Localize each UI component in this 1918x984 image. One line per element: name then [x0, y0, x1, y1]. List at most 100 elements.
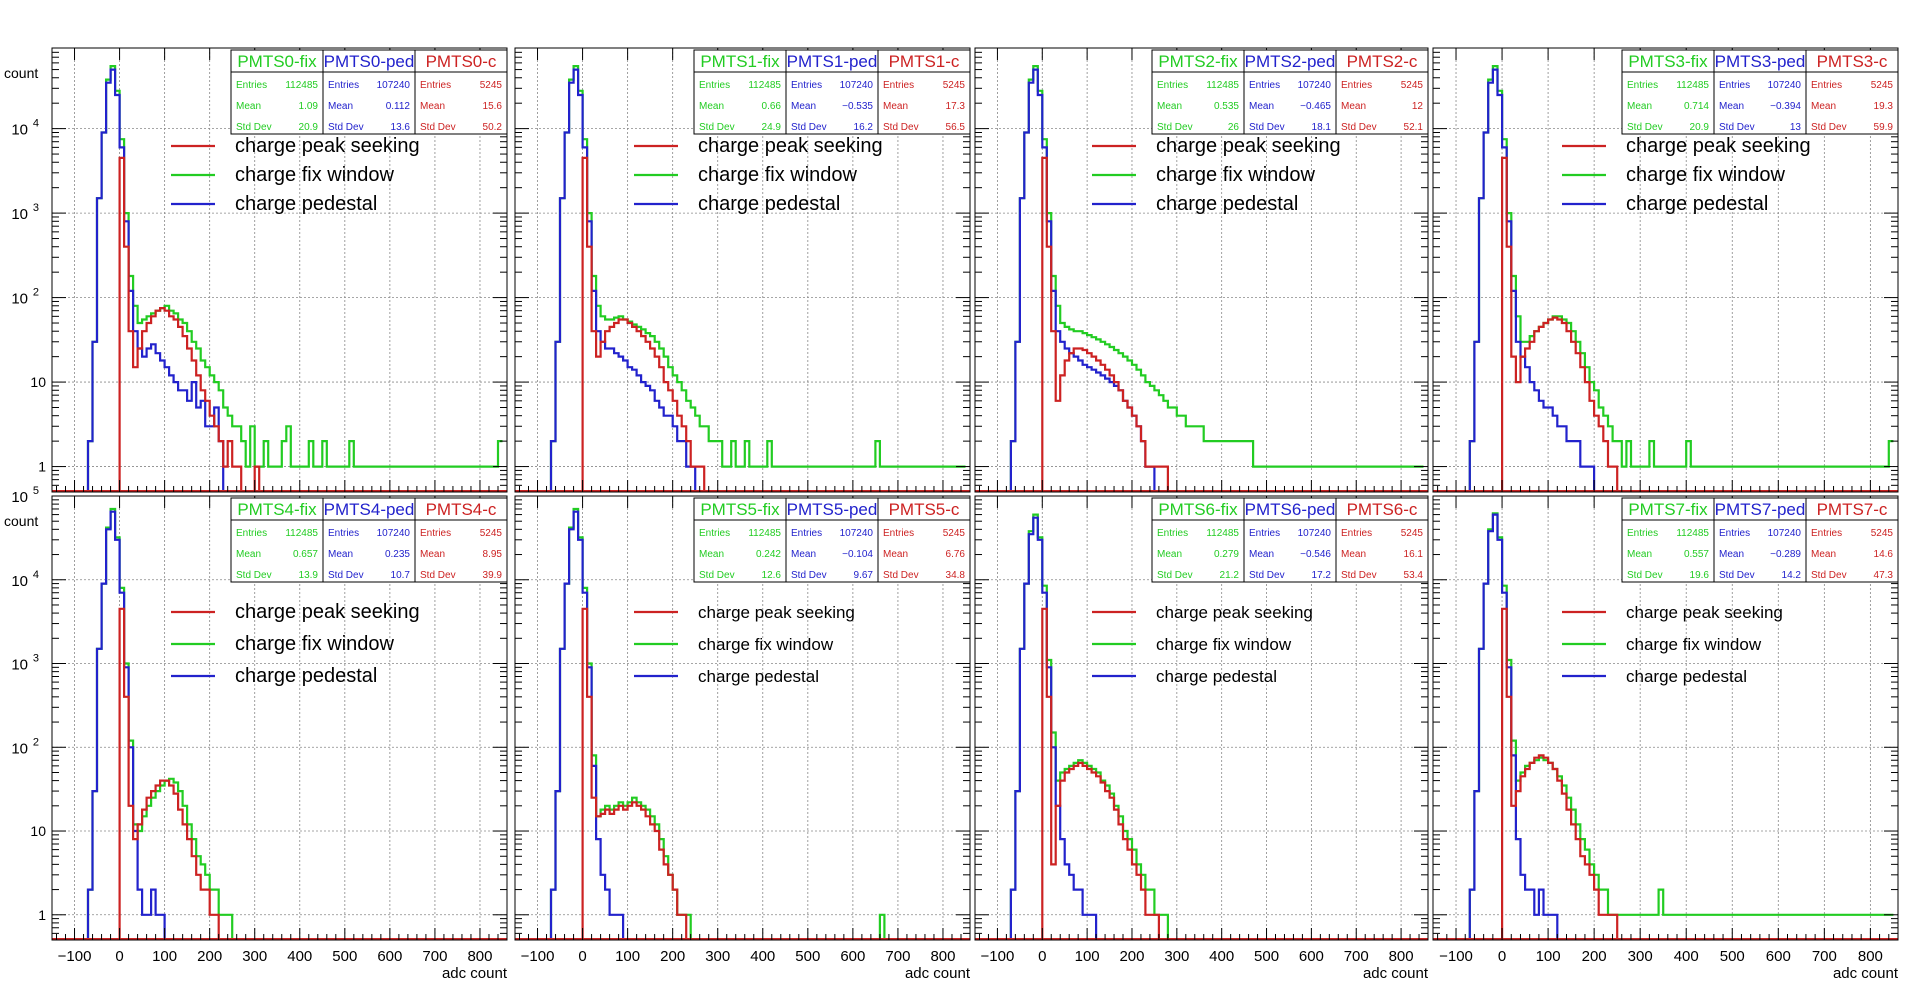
- stats-label-entries: Entries: [699, 80, 730, 91]
- stats-label-std: Std Dev: [1249, 122, 1285, 133]
- stats-value-mean: 17.3: [946, 101, 966, 112]
- stats-box-title: PMTS1-ped: [787, 52, 878, 71]
- x-tick-label: 100: [615, 948, 640, 965]
- x-tick-label: 400: [750, 948, 775, 965]
- stats-label-mean: Mean: [883, 101, 908, 112]
- stats-box-frame: [1335, 49, 1429, 135]
- histogram-ped-line: [86, 68, 225, 492]
- legend-label-fix: charge fix window: [1626, 635, 1762, 654]
- stats-box-peak: PMTS5-c Entries 5245 Mean 6.76 Std Dev 34.8: [877, 497, 971, 583]
- stats-label-entries: Entries: [236, 80, 267, 91]
- legend-label-ped: charge pedestal: [1156, 193, 1298, 215]
- stats-value-entries: 107240: [377, 528, 411, 539]
- stats-value-std: 47.3: [1874, 570, 1894, 581]
- plot-frame: [1432, 47, 1899, 493]
- stats-label-entries: Entries: [883, 528, 914, 539]
- legend-label-fix: charge fix window: [235, 633, 395, 655]
- legend-label-fix: charge fix window: [1626, 164, 1786, 186]
- plot-frame: [514, 495, 971, 941]
- stats-box-peak: PMTS4-c Entries 5245 Mean 8.95 Std Dev 39.9: [414, 497, 508, 583]
- stats-value-std: 13: [1790, 122, 1802, 133]
- plot-frame: [974, 495, 1429, 941]
- x-tick-label: 400: [1674, 948, 1699, 965]
- legend-label-peak: charge peak seeking: [235, 601, 420, 623]
- stats-label-std: Std Dev: [1811, 570, 1847, 581]
- stats-box-ped: PMTS7-ped Entries 107240 Mean −0.289 Std Dev 1…: [1713, 497, 1807, 583]
- stats-box-title: PMTS0-fix: [237, 52, 317, 71]
- histogram-series-group: [86, 65, 503, 492]
- stats-box-title: PMTS1-c: [889, 52, 960, 71]
- stats-label-entries: Entries: [1249, 80, 1280, 91]
- stats-value-entries: 107240: [1298, 80, 1332, 91]
- x-tick-label: 700: [1344, 948, 1369, 965]
- stats-value-std: 39.9: [483, 570, 503, 581]
- histogram-series-group: [1468, 512, 1894, 940]
- stats-box-title: PMTS0-ped: [324, 52, 415, 71]
- histogram-peak-line: [118, 156, 261, 492]
- legend-label-peak: charge peak seeking: [1626, 135, 1811, 157]
- x-tick-label: 200: [197, 948, 222, 965]
- legend-label-ped: charge pedestal: [1156, 667, 1277, 686]
- stats-box-frame: [230, 49, 324, 135]
- stats-box-title: PMTS0-c: [426, 52, 497, 71]
- stats-box-ped: PMTS3-ped Entries 107240 Mean −0.394 Std Dev 1…: [1713, 49, 1807, 135]
- x-tick-label: 100: [1075, 948, 1100, 965]
- x-tick-label: 600: [377, 948, 402, 965]
- stats-value-entries: 112485: [748, 528, 781, 539]
- stats-box-frame: [1713, 497, 1807, 583]
- stats-value-mean: 0.235: [385, 549, 410, 560]
- stats-label-mean: Mean: [1811, 101, 1836, 112]
- stats-value-entries: 5245: [480, 528, 503, 539]
- x-tick-label: 0: [115, 948, 123, 965]
- y-tick-label: 10: [30, 823, 46, 839]
- stats-box-frame: [877, 49, 971, 135]
- histogram-ped-line: [1009, 516, 1098, 940]
- stats-label-entries: Entries: [1341, 80, 1372, 91]
- x-axis-label: adc count: [1363, 965, 1429, 982]
- legend-label-fix: charge fix window: [698, 635, 834, 654]
- stats-label-entries: Entries: [420, 80, 451, 91]
- stats-value-mean: 16.1: [1404, 549, 1424, 560]
- x-tick-label: 200: [1582, 948, 1607, 965]
- stats-label-entries: Entries: [1341, 528, 1372, 539]
- stats-label-entries: Entries: [420, 528, 451, 539]
- stats-box-peak: PMTS3-c Entries 5245 Mean 19.3 Std Dev 59.9: [1805, 49, 1899, 135]
- stats-label-std: Std Dev: [1627, 570, 1663, 581]
- x-tick-label: 400: [287, 948, 312, 965]
- stats-value-mean: 14.6: [1874, 549, 1894, 560]
- legend-label-peak: charge peak seeking: [1626, 603, 1783, 622]
- stats-box-frame: [414, 49, 508, 135]
- stats-label-entries: Entries: [1719, 528, 1750, 539]
- legend-label-ped: charge pedestal: [1626, 667, 1747, 686]
- legend-label-peak: charge peak seeking: [1156, 603, 1313, 622]
- y-tick-label-base: 10: [11, 489, 28, 506]
- plot-frame: [51, 495, 508, 941]
- stats-value-mean: −0.546: [1300, 549, 1331, 560]
- stats-label-mean: Mean: [1627, 101, 1652, 112]
- stats-value-entries: 112485: [1676, 80, 1709, 91]
- stats-value-entries: 107240: [377, 80, 411, 91]
- stats-box-fix: PMTS5-fix Entries 112485 Mean 0.242 Std Dev 12…: [693, 497, 787, 583]
- stats-label-mean: Mean: [236, 101, 261, 112]
- y-tick-label-exponent: 3: [33, 653, 39, 665]
- x-axis-label: adc count: [442, 965, 508, 982]
- stats-label-mean: Mean: [1157, 549, 1182, 560]
- legend-label-ped: charge pedestal: [1626, 193, 1768, 215]
- stats-box-ped: PMTS5-ped Entries 107240 Mean −0.104 Std Dev 9…: [785, 497, 879, 583]
- x-tick-label: 600: [840, 948, 865, 965]
- stats-value-std: 56.5: [946, 122, 966, 133]
- x-tick-label: 700: [885, 948, 910, 965]
- x-tick-label: 800: [1389, 948, 1414, 965]
- stats-value-mean: 0.557: [1684, 549, 1709, 560]
- stats-label-std: Std Dev: [1157, 570, 1193, 581]
- y-tick-label-exponent: 2: [33, 736, 39, 748]
- stats-label-std: Std Dev: [420, 570, 456, 581]
- panel-pmts2: PMTS2-fix Entries 112485 Mean 0.535 Std Dev 26…: [974, 47, 1429, 493]
- legend-label-fix: charge fix window: [1156, 635, 1292, 654]
- stats-box-frame: [1243, 497, 1337, 583]
- x-tick-label: 0: [1038, 948, 1046, 965]
- stats-label-std: Std Dev: [883, 122, 919, 133]
- histogram-fix-line: [549, 65, 966, 492]
- stats-box-frame: [322, 49, 416, 135]
- histogram-ped-line: [549, 510, 625, 940]
